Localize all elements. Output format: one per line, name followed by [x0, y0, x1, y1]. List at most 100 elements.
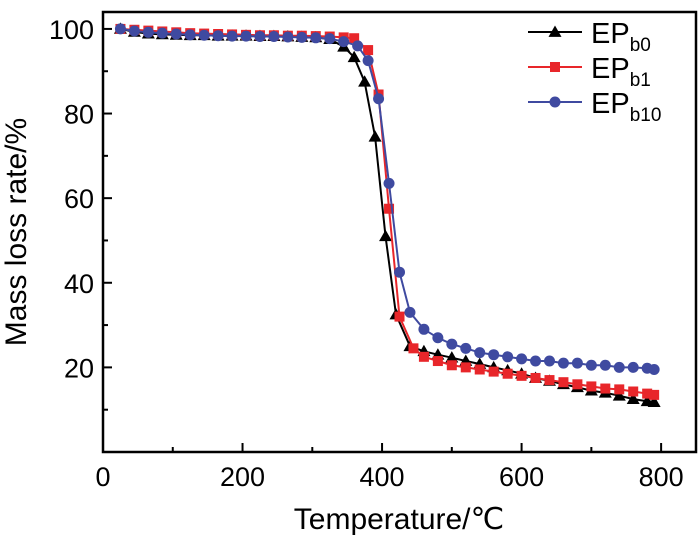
data-point [530, 372, 541, 383]
data-point [363, 45, 374, 56]
data-point [418, 351, 429, 362]
data-point [142, 26, 154, 38]
data-point [156, 27, 168, 39]
data-point [347, 50, 361, 63]
legend-marker [550, 62, 560, 72]
data-point [530, 355, 542, 367]
data-point [571, 357, 583, 369]
data-point [349, 33, 360, 44]
data-point [379, 229, 393, 242]
series-EP_b10 [114, 23, 660, 375]
tick-labels: 0 200 400 600 800 20 40 60 80 100 [49, 15, 684, 492]
data-point [394, 266, 405, 278]
data-point [324, 33, 336, 45]
y-axis-title: Mass loss rate/% [0, 118, 33, 346]
data-point [612, 389, 626, 401]
data-point [432, 332, 444, 344]
data-point [310, 32, 322, 44]
plot-area-frame [101, 10, 698, 454]
data-point [460, 342, 472, 354]
data-point [599, 359, 611, 371]
data-point [394, 311, 405, 322]
data-point [254, 31, 266, 43]
legend-label: EPb0 [591, 18, 651, 56]
series-EP_b0 [113, 22, 661, 407]
data-point [586, 381, 597, 392]
data-point [282, 31, 294, 43]
data-point [418, 323, 430, 335]
data-point [544, 375, 555, 386]
x-tick-label: 600 [499, 462, 544, 492]
series-line [120, 27, 655, 404]
data-point [474, 364, 485, 375]
data-point [338, 36, 350, 48]
data-point [648, 364, 660, 375]
data-point [446, 338, 458, 350]
data-point [383, 177, 395, 189]
data-point [114, 23, 126, 35]
data-point [647, 395, 661, 407]
data-point [502, 368, 513, 379]
x-tick-label: 0 [95, 462, 110, 492]
data-point [445, 351, 459, 363]
data-point [358, 75, 372, 87]
data-point [362, 55, 374, 67]
data-point [408, 343, 419, 354]
data-point [474, 347, 486, 359]
x-tick-label: 200 [220, 462, 265, 492]
data-point [488, 366, 499, 377]
data-point [627, 361, 639, 373]
data-point [613, 361, 625, 373]
data-point [488, 349, 500, 361]
data-point [170, 28, 182, 40]
data-point [558, 377, 569, 388]
y-tick-label: 40 [64, 269, 94, 299]
series-layer [113, 22, 661, 407]
data-point [614, 384, 625, 395]
data-point [296, 31, 308, 43]
data-point [626, 392, 640, 404]
legend-marker [549, 96, 561, 108]
y-tick-label: 20 [64, 353, 94, 383]
data-point [543, 355, 555, 367]
data-point [384, 203, 395, 214]
data-point [516, 353, 528, 365]
data-point [240, 30, 252, 42]
legend-item: EPb1 [528, 53, 651, 91]
data-point [585, 359, 597, 371]
data-point [368, 130, 382, 142]
y-tick-label: 100 [49, 15, 94, 45]
data-point [212, 30, 224, 42]
data-point [268, 31, 280, 43]
data-point [198, 29, 210, 41]
data-point [446, 360, 457, 371]
data-point [128, 25, 140, 37]
data-point [642, 388, 653, 399]
data-point [649, 389, 660, 400]
y-tick-label: 80 [64, 100, 94, 130]
legend-label: EPb10 [591, 88, 661, 126]
data-point [572, 379, 583, 390]
data-point [460, 362, 471, 373]
data-point [226, 30, 238, 42]
data-point [184, 29, 196, 41]
data-point [502, 351, 514, 363]
data-point [373, 93, 385, 105]
data-point [432, 356, 443, 367]
legend-item: EPb0 [528, 18, 651, 56]
legend-label: EPb1 [591, 53, 651, 91]
data-point [404, 306, 416, 318]
legend-item: EPb10 [528, 88, 661, 126]
data-point [516, 370, 527, 381]
x-tick-label: 400 [360, 462, 405, 492]
legend-marker [548, 25, 562, 37]
y-tick-label: 60 [64, 184, 94, 214]
data-point [352, 40, 364, 52]
x-axis-title: Temperature/℃ [294, 503, 504, 536]
data-point [628, 386, 639, 397]
data-point [600, 383, 611, 394]
x-tick-label: 800 [639, 462, 684, 492]
series-EP_b1 [115, 23, 660, 400]
